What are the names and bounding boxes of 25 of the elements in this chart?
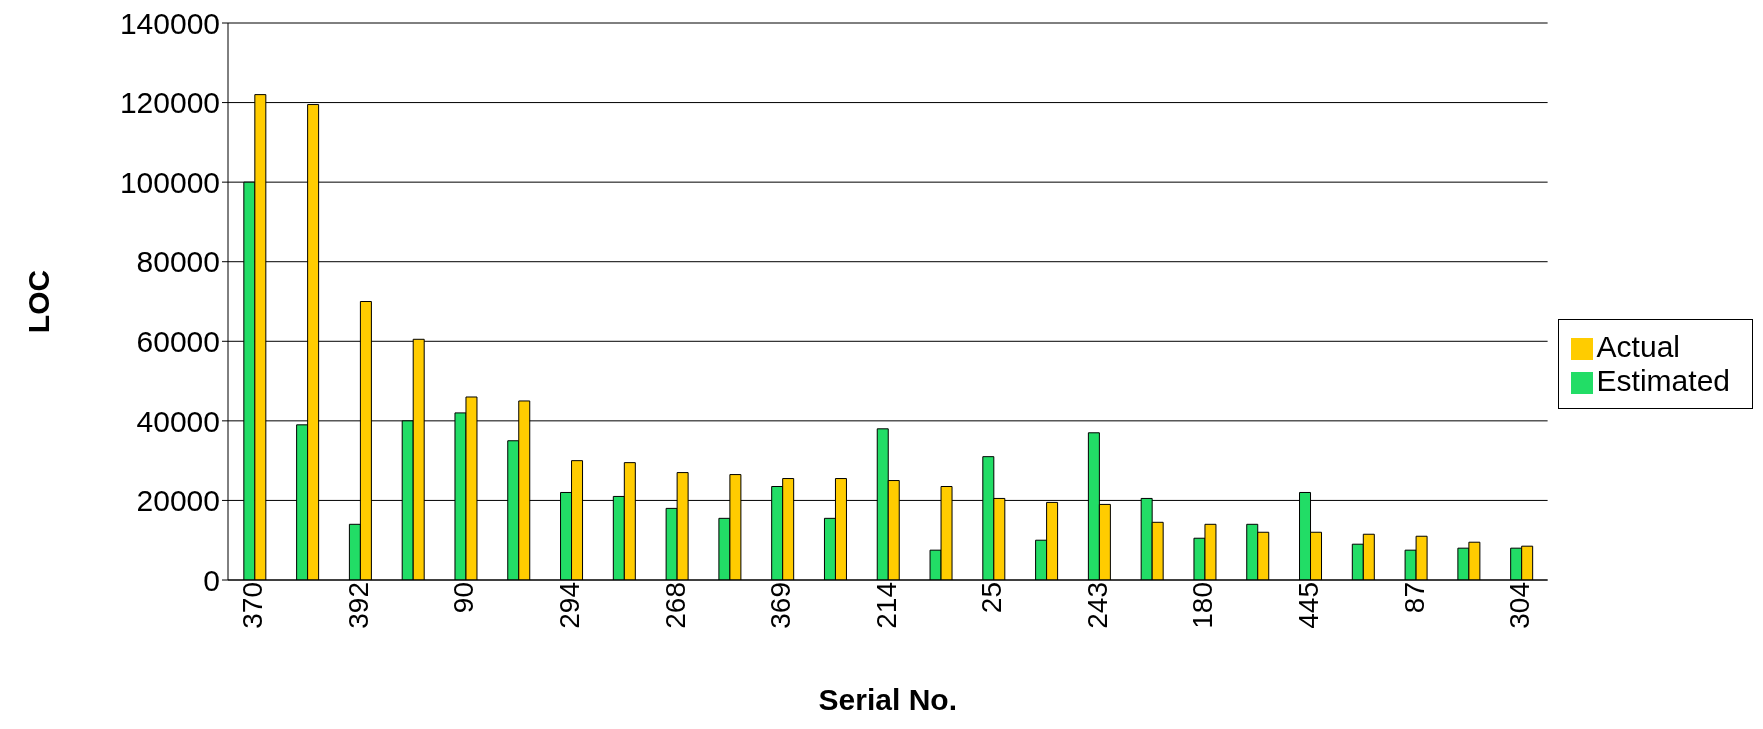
y-axis-title: LOC <box>21 269 55 334</box>
y-tick-label: 20000 <box>136 484 220 518</box>
x-axis-title: Serial No. <box>818 683 957 716</box>
x-tick-label: 243 <box>1081 582 1113 629</box>
x-tick-label: 87 <box>1398 582 1430 614</box>
x-tick-label: 180 <box>1187 582 1219 629</box>
y-tick-label: 60000 <box>136 324 220 358</box>
y-tick-label: 120000 <box>119 86 220 120</box>
x-tick-label: 445 <box>1292 582 1324 629</box>
x-tick-label: 294 <box>553 582 585 629</box>
x-tick-label: 370 <box>237 582 269 629</box>
y-tick-label: 0 <box>203 563 220 597</box>
y-tick-label: 100000 <box>119 165 220 199</box>
y-tick-label: 140000 <box>119 6 220 40</box>
x-tick-label: 214 <box>870 582 902 629</box>
x-tick-label: 304 <box>1504 582 1536 629</box>
legend-label: Estimated <box>1596 364 1730 397</box>
x-tick-label: 25 <box>976 582 1008 614</box>
y-tick-label: 80000 <box>136 245 220 279</box>
x-tick-label: 392 <box>342 582 374 629</box>
x-tick-label: 268 <box>659 582 691 629</box>
x-tick-label: 369 <box>765 582 797 629</box>
legend-label: Actual <box>1596 330 1680 363</box>
y-tick-label: 40000 <box>136 404 220 438</box>
x-tick-label: 90 <box>448 582 480 614</box>
